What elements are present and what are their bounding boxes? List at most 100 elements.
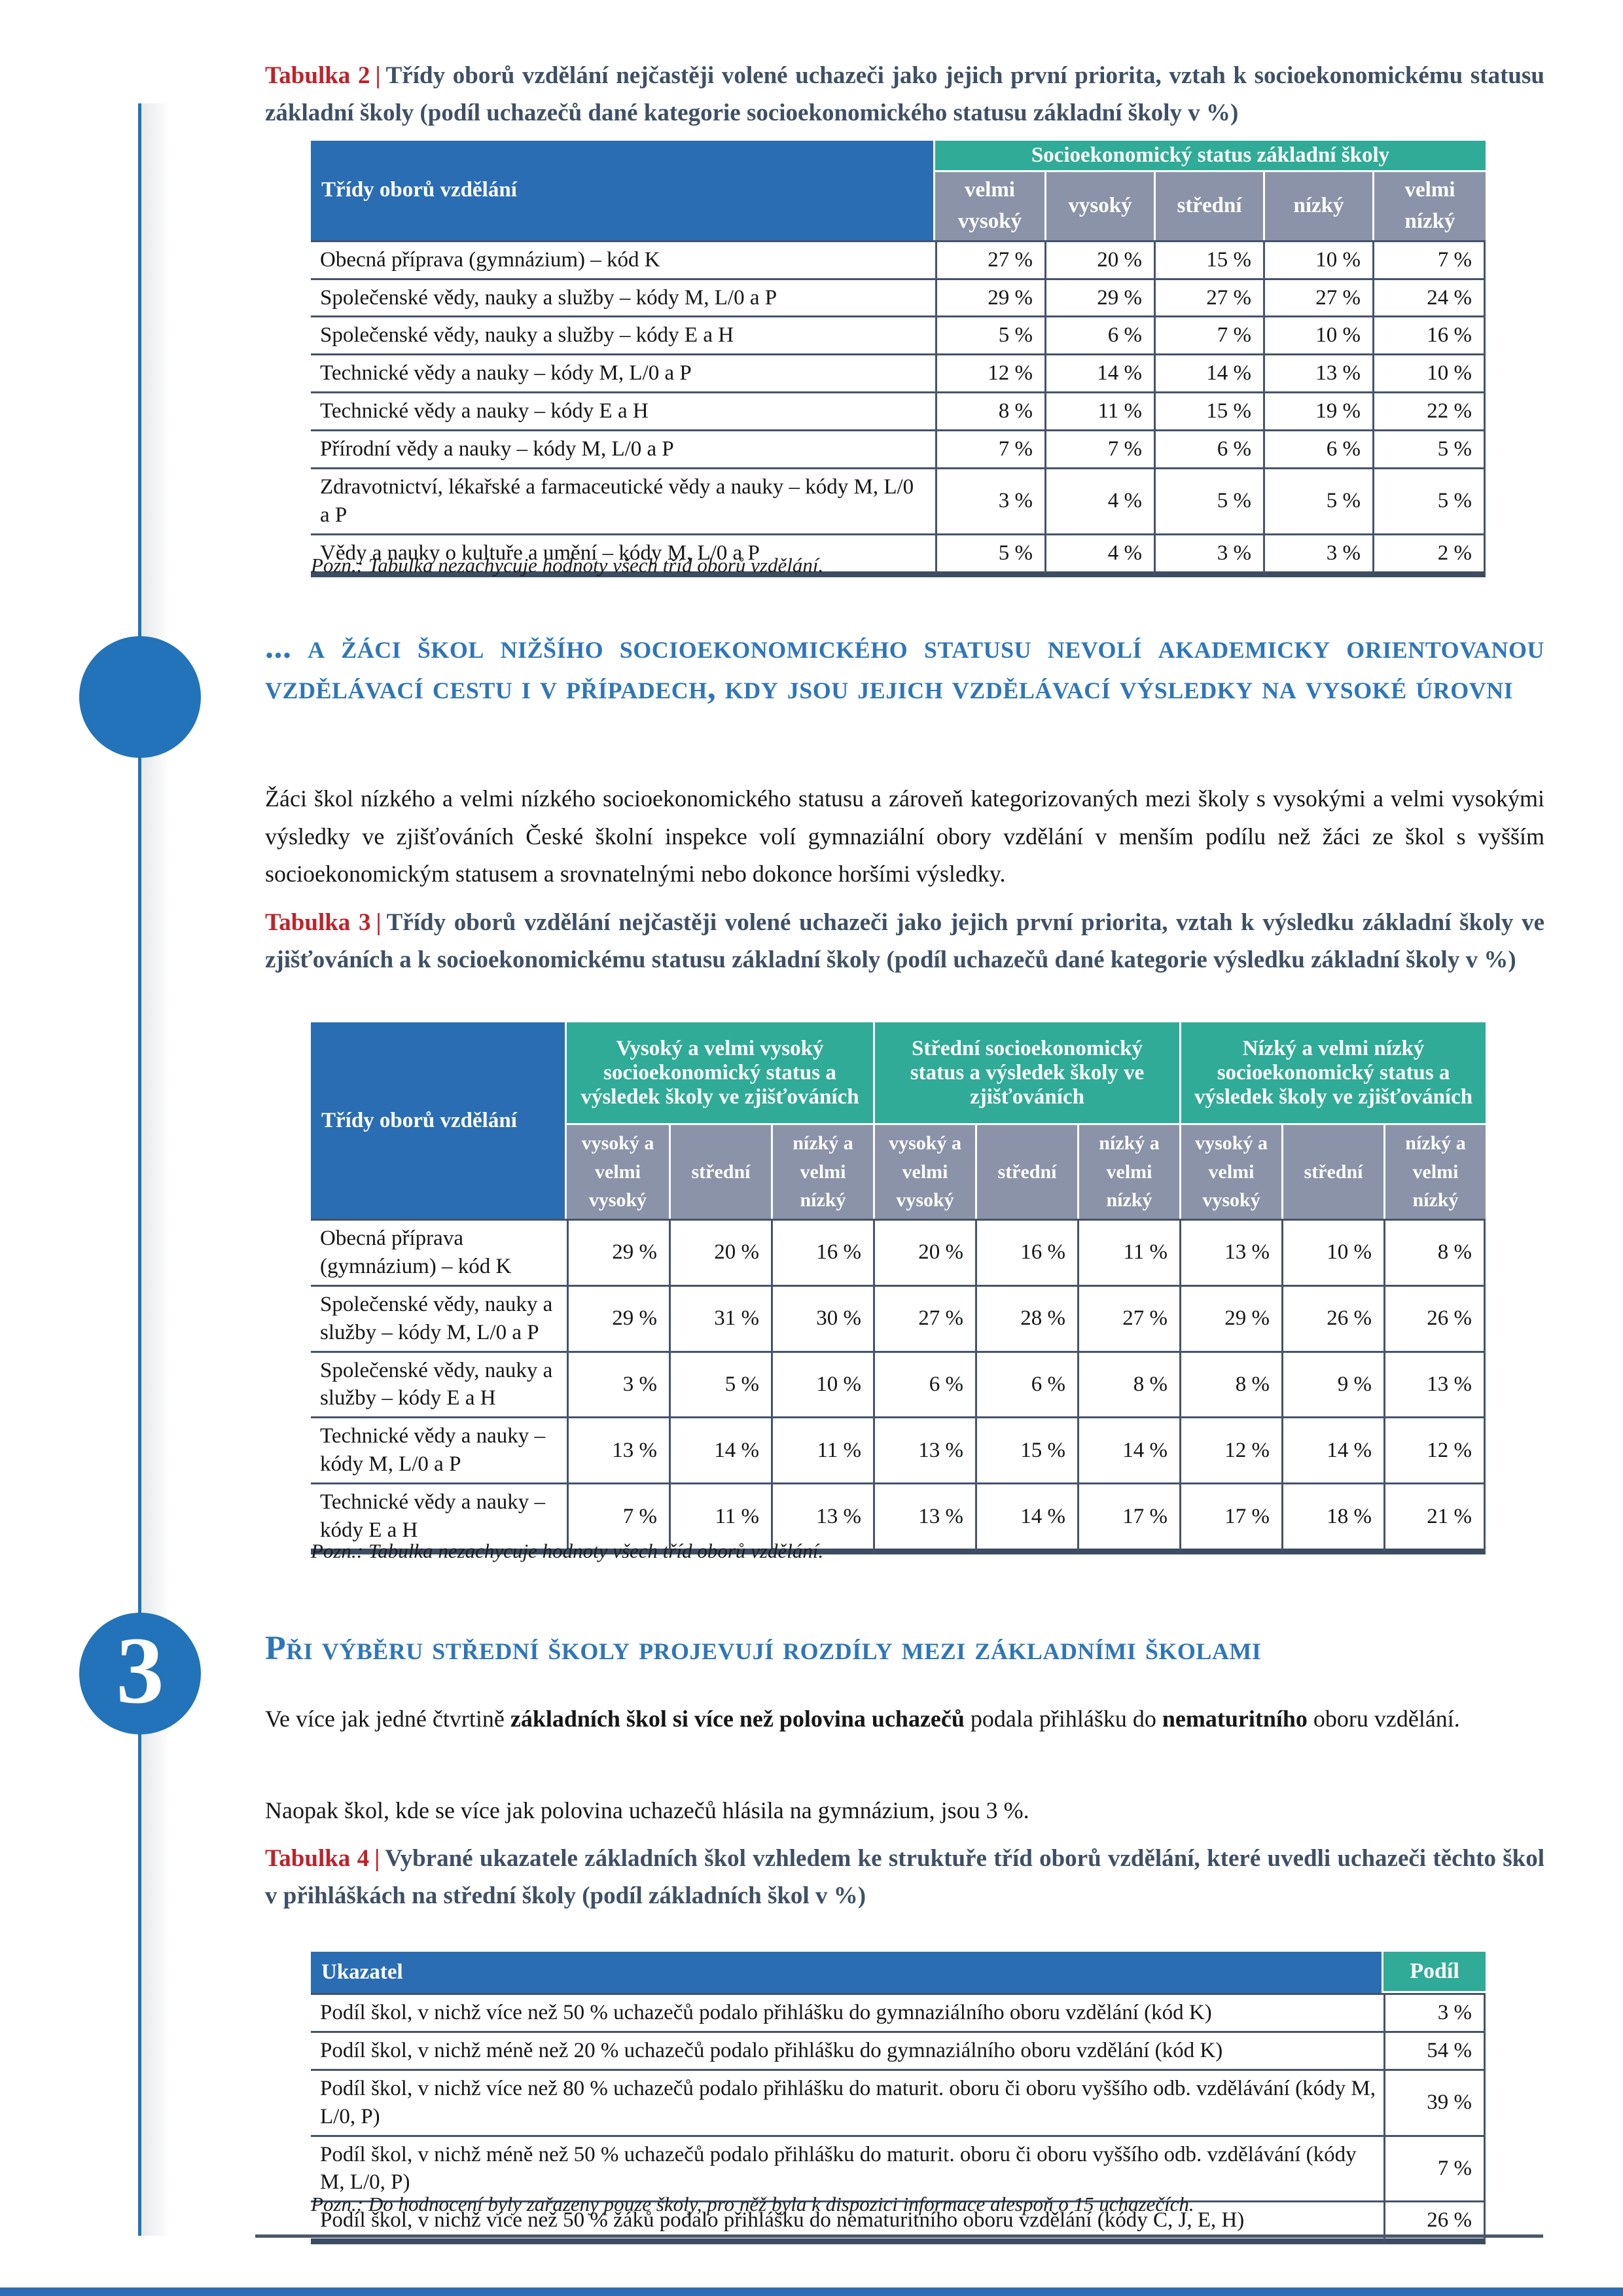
value-cell: 20 % <box>1044 240 1154 280</box>
group-header: Socioekonomický status základní školy <box>935 141 1486 172</box>
value-cell: 14 % <box>1077 1418 1180 1485</box>
value-cell: 5 % <box>1372 431 1486 470</box>
column-header: velmi nízký <box>1372 172 1486 240</box>
section-number: 3 <box>116 1617 164 1723</box>
section3-paragraph-2: Naopak škol, kde se více jak polovina uc… <box>265 1797 1029 1823</box>
value-cell: 26 % <box>1383 1286 1486 1353</box>
table-row: Podíl škol, v nichž více než 80 % uchaze… <box>311 2070 1486 2137</box>
header-row: Třídy oborů vzdělání Vysoký a velmi vysok… <box>311 1022 1486 1219</box>
value-cell: 27 % <box>935 240 1044 280</box>
table2-note: Pozn.: Tabulka nezachycuje hodnoty všech… <box>311 554 824 577</box>
value-cell: 11 % <box>1044 393 1154 432</box>
table-row: Technické vědy a nauky – kódy M, L/0 a P… <box>311 355 1486 394</box>
value-cell: 14 % <box>1281 1418 1384 1485</box>
column-header: střední <box>1154 172 1263 240</box>
value-cell: 15 % <box>975 1418 1078 1485</box>
table-row: Společenské vědy, nauky a služby – kódy … <box>311 1286 1486 1353</box>
table3-title-label: Tabulka 3 <box>265 909 371 936</box>
table3-wrap: Třídy oborů vzdělání Vysoký a velmi vysok… <box>265 1022 1544 1554</box>
value-cell: 27 % <box>1154 279 1263 318</box>
text-run: oboru vzdělání. <box>1307 1706 1460 1732</box>
column-header: střední <box>669 1125 771 1219</box>
header-row: Ukazatel Podíl <box>311 1952 1486 1993</box>
value-cell: 13 % <box>1383 1352 1486 1419</box>
title-separator: | <box>376 909 382 936</box>
value-cell: 5 % <box>1154 469 1263 535</box>
value-cell: 12 % <box>1383 1418 1486 1485</box>
column-header: nízký <box>1263 172 1372 240</box>
section2-heading: ... a žáci škol nižšího socioekonomickéh… <box>265 628 1544 706</box>
value-cell: 7 % <box>1372 240 1486 280</box>
value-cell: 5 % <box>1263 469 1372 535</box>
table-row: Technické vědy a nauky – kódy M, L/0 a P… <box>311 1418 1486 1485</box>
value-cell: 3 % <box>1383 1993 1486 2033</box>
column-header-ukazatel: Ukazatel <box>311 1952 1383 1993</box>
row-label: Podíl škol, v nichž méně než 50 % uchaze… <box>311 2137 1383 2203</box>
value-cell: 6 % <box>1263 431 1372 470</box>
table-row: Společenské vědy, nauky a služby – kódy … <box>311 279 1486 318</box>
value-cell: 28 % <box>975 1286 1078 1353</box>
column-header: vysoký a velmi vysoký <box>567 1125 669 1219</box>
row-label: Společenské vědy, nauky a služby – kódy … <box>311 317 935 356</box>
value-cell: 2 % <box>1372 535 1486 577</box>
table3-title: Tabulka 3 | Třídy oborů vzdělání nejčastěj… <box>265 905 1544 979</box>
value-cell: 13 % <box>771 1484 874 1554</box>
row-label: Obecná příprava (gymnázium) – kód K <box>311 240 935 280</box>
page-footer-band <box>0 2287 1623 2296</box>
value-cell: 3 % <box>567 1352 669 1419</box>
value-cell: 5 % <box>669 1352 771 1419</box>
table2-title: Tabulka 2 | Třídy oborů vzdělání nejčastěj… <box>265 58 1544 132</box>
table-row: Podíl škol, v nichž méně než 20 % uchaze… <box>311 2032 1486 2071</box>
group-header: Vysoký a velmi vysoký socioekonomický st… <box>567 1022 874 1125</box>
value-cell: 29 % <box>567 1286 669 1353</box>
table2-title-text: Třídy oborů vzdělání nejčastěji volené u… <box>265 62 1544 126</box>
table3-note: Pozn.: Tabulka nezachycuje hodnoty všech… <box>311 1539 824 1562</box>
value-cell: 11 % <box>771 1418 874 1485</box>
value-cell: 13 % <box>1179 1219 1282 1287</box>
table-row: Společenské vědy, nauky a služby – kódy … <box>311 317 1486 356</box>
row-label: Společenské vědy, nauky a služby – kódy … <box>311 1353 567 1419</box>
row-label: Vědy a nauky o kultuře a umění – kódy M,… <box>311 535 935 577</box>
row-label: Podíl škol, v nichž více než 80 % uchaze… <box>311 2071 1383 2137</box>
row-label: Společenské vědy, nauky a služby – kódy … <box>311 1287 567 1353</box>
section-marker-circle <box>79 636 201 758</box>
table4-title-label: Tabulka 4 <box>265 1845 370 1872</box>
value-cell: 19 % <box>1263 393 1372 432</box>
table3-title-text: Třídy oborů vzdělání nejčastěji volené u… <box>265 909 1544 973</box>
value-cell: 14 % <box>1154 355 1263 394</box>
table4-note: Pozn.: Do hodnocení byly zařazeny pouze … <box>311 2193 1194 2215</box>
left-rail-shadow <box>141 103 170 2236</box>
value-cell: 30 % <box>771 1286 874 1353</box>
value-cell: 6 % <box>1154 431 1263 470</box>
value-cell: 31 % <box>669 1286 771 1353</box>
text-run-bold: základních škol si více než polovina uch… <box>510 1706 965 1732</box>
group-header: Nízký a velmi nízký socioekonomický stat… <box>1179 1022 1486 1125</box>
table-row: Podíl škol, v nichž více než 50 % žáků p… <box>311 2202 1486 2245</box>
value-cell: 9 % <box>1281 1352 1384 1419</box>
table4-title-text: Vybrané ukazatele základních škol vzhled… <box>265 1845 1544 1909</box>
value-cell: 14 % <box>975 1484 1078 1554</box>
column-header: nízký a velmi nízký <box>771 1125 874 1219</box>
column-header: vysoký a velmi vysoký <box>1179 1125 1282 1219</box>
table-row: Obecná příprava (gymnázium) – kód K 27 % 2… <box>311 240 1486 280</box>
value-cell: 17 % <box>1179 1484 1282 1554</box>
left-rail-line <box>138 103 141 2236</box>
content-column: Tabulka 2 | Třídy oborů vzdělání nejčastěj… <box>265 0 1544 2296</box>
value-cell: 18 % <box>1281 1484 1384 1554</box>
value-cell: 10 % <box>1263 240 1372 280</box>
text-run: podala přihlášku do <box>964 1706 1162 1732</box>
value-cell: 13 % <box>873 1484 976 1554</box>
value-cell: 14 % <box>669 1418 771 1485</box>
table2: Třídy oborů vzdělání Socioekonomický stat… <box>311 141 1486 577</box>
value-cell: 22 % <box>1372 393 1486 432</box>
value-cell: 7 % <box>1383 2136 1486 2203</box>
value-cell: 4 % <box>1044 535 1154 577</box>
row-label: Obecná příprava (gymnázium) – kód K <box>311 1219 567 1287</box>
value-cell: 6 % <box>975 1352 1078 1419</box>
row-label: Zdravotnictví, lékařské a farmaceutické … <box>311 469 935 535</box>
value-cell: 8 % <box>1383 1219 1486 1287</box>
column-header: střední <box>975 1125 1078 1219</box>
